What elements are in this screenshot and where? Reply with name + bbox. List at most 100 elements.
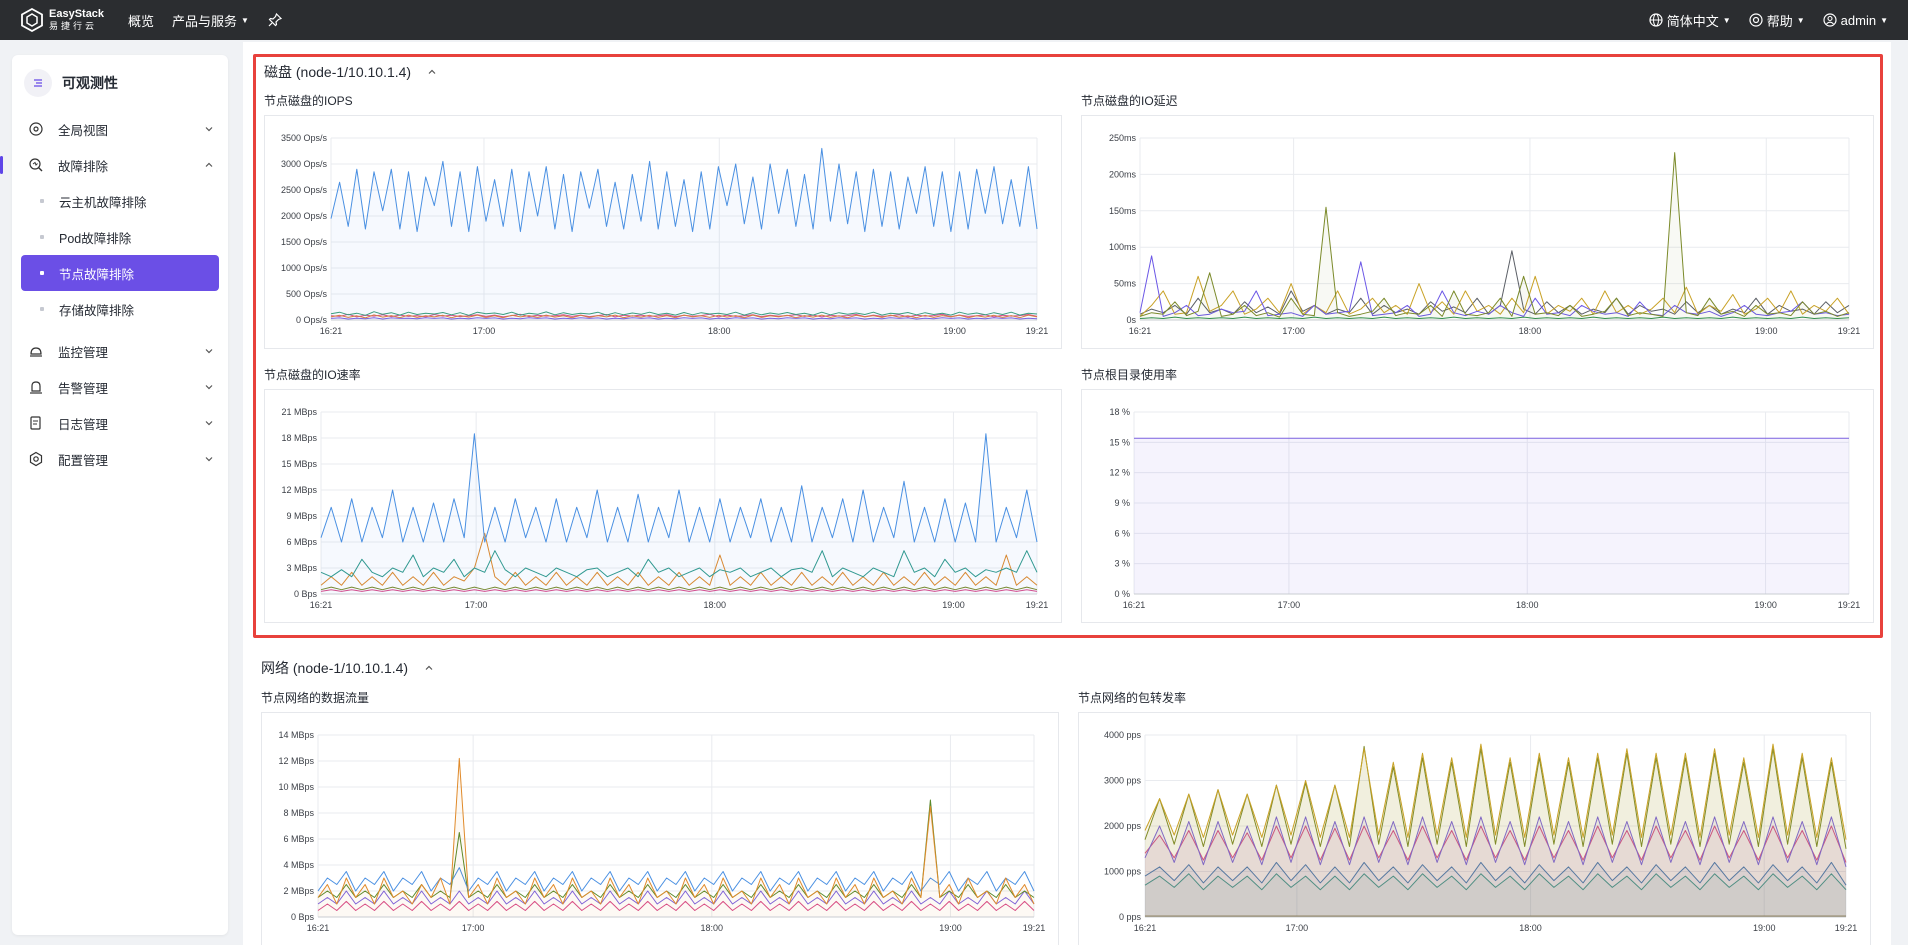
sidebar-item-label: 告警管理 xyxy=(58,381,109,396)
sidebar-item-global-view[interactable]: 全局视图 xyxy=(12,111,228,147)
series-area xyxy=(321,433,1037,594)
sidebar-header: 可观测性 xyxy=(12,55,228,111)
chart-title: 节点根目录使用率 xyxy=(1081,368,1178,382)
disk-section: 磁盘 (node-1/10.10.1.4) 节点磁盘的IOPS 0 Ops/s 5… xyxy=(253,54,1883,638)
series-line xyxy=(317,757,1035,905)
x-tick-label: 19:00 xyxy=(1753,923,1776,933)
series-line xyxy=(1144,861,1847,886)
help-icon xyxy=(1749,13,1763,27)
chart-io-latency: 0s 50ms 100ms 150ms 200ms 250ms 16:21 17:00 18:0… xyxy=(1081,115,1874,349)
bullet-icon xyxy=(40,307,44,311)
y-tick-label: 12 MBps xyxy=(278,756,314,766)
y-tick-label: 4 MBps xyxy=(283,860,314,870)
user-menu[interactable]: admin ▼ xyxy=(1823,13,1888,28)
series-line xyxy=(317,900,1035,911)
x-tick-label: 19:21 xyxy=(1026,600,1049,610)
caret-down-icon: ▼ xyxy=(1880,15,1888,25)
section-header[interactable]: 磁盘 (node-1/10.10.1.4) xyxy=(264,62,437,82)
series-line xyxy=(320,550,1038,578)
series-area xyxy=(1134,438,1849,594)
x-tick-label: 16:21 xyxy=(1123,600,1146,610)
chart-io-rate: 0 Bps 3 MBps 6 MBps 9 MBps 12 MBps 15 MBps 18 … xyxy=(264,389,1062,623)
menu-list-icon[interactable] xyxy=(24,69,52,97)
chevron-up-icon xyxy=(205,162,213,167)
sidebar-item-troubleshooting[interactable]: 故障排除 xyxy=(0,147,228,183)
pin-icon[interactable] xyxy=(267,12,283,28)
y-tick-label: 1000 Ops/s xyxy=(281,263,328,273)
series-line xyxy=(317,799,1035,898)
series-line xyxy=(1144,745,1847,849)
series-area xyxy=(1140,152,1849,320)
chevron-down-icon xyxy=(205,385,213,390)
y-tick-label: 12 % xyxy=(1109,468,1130,478)
y-tick-label: 2 MBps xyxy=(283,886,314,896)
series-line xyxy=(320,589,1038,592)
y-tick-label: 15 MBps xyxy=(281,459,317,469)
sidebar-item-monitoring[interactable]: 监控管理 xyxy=(12,333,228,369)
series-area xyxy=(1145,816,1846,917)
sidebar-item-config[interactable]: 配置管理 xyxy=(12,441,228,477)
collapse-chevron-up-icon[interactable] xyxy=(424,663,434,673)
series-area xyxy=(318,758,1034,917)
series-line xyxy=(1144,825,1847,863)
y-tick-label: 0 Bps xyxy=(294,589,318,599)
x-tick-label: 17:00 xyxy=(1286,923,1309,933)
x-tick-label: 19:00 xyxy=(1754,600,1777,610)
y-tick-label: 200ms xyxy=(1109,169,1137,179)
x-tick-label: 18:00 xyxy=(708,326,731,336)
x-tick-label: 16:21 xyxy=(307,923,330,933)
series-line xyxy=(1139,255,1850,317)
sidebar-subitem-node-troubleshooting[interactable]: 节点故障排除 xyxy=(21,255,219,291)
x-tick-label: 17:00 xyxy=(1282,326,1305,336)
chart-iops: 0 Ops/s 500 Ops/s 1000 Ops/s 1500 Ops/s 2000… xyxy=(264,115,1062,349)
x-tick-label: 19:21 xyxy=(1026,326,1049,336)
user-label: admin xyxy=(1840,12,1877,28)
sidebar-subitem-label: Pod故障排除 xyxy=(59,231,132,246)
y-tick-label: 3 MBps xyxy=(286,563,317,573)
chart-title: 节点磁盘的IO速率 xyxy=(264,368,361,382)
sidebar-item-alarms[interactable]: 告警管理 xyxy=(12,369,228,405)
sidebar-subitem-vm-troubleshooting[interactable]: 云主机故障排除 xyxy=(21,183,219,219)
help-menu[interactable]: 帮助 ▼ xyxy=(1749,11,1805,30)
section-header[interactable]: 网络 (node-1/10.10.1.4) xyxy=(261,658,434,678)
sidebar-subitem-label: 节点故障排除 xyxy=(59,267,135,282)
x-tick-label: 16:21 xyxy=(1134,923,1157,933)
x-tick-label: 16:21 xyxy=(310,600,333,610)
series-area xyxy=(1145,744,1846,917)
alarm-icon xyxy=(30,381,42,394)
y-tick-label: 0s xyxy=(1126,315,1136,325)
y-tick-label: 21 MBps xyxy=(281,407,317,417)
series-area xyxy=(1145,826,1846,917)
brand-logo[interactable]: EasyStack 易捷行云 xyxy=(20,8,110,32)
y-tick-label: 18 % xyxy=(1109,407,1130,417)
caret-down-icon: ▼ xyxy=(1722,15,1731,25)
y-tick-label: 1000 pps xyxy=(1104,867,1142,877)
x-tick-label: 18:00 xyxy=(1516,600,1539,610)
language-selector[interactable]: 简体中文 ▼ xyxy=(1649,11,1731,30)
sidebar-subitem-storage-troubleshooting[interactable]: 存储故障排除 xyxy=(21,291,219,327)
sidebar-subitem-pod-troubleshooting[interactable]: Pod故障排除 xyxy=(21,219,219,255)
chevron-down-icon xyxy=(205,349,213,354)
series-line xyxy=(330,311,1038,316)
x-tick-label: 17:00 xyxy=(473,326,496,336)
series-line xyxy=(320,433,1038,543)
chevron-down-icon xyxy=(205,421,213,426)
logo-text-en: EasyStack xyxy=(49,8,105,20)
y-tick-label: 3 % xyxy=(1114,559,1130,569)
x-tick-label: 18:00 xyxy=(704,600,727,610)
nav-products-services[interactable]: 产品与服务 ▼ xyxy=(172,11,249,30)
collapse-chevron-up-icon[interactable] xyxy=(427,67,437,77)
sidebar-item-label: 全局视图 xyxy=(58,123,109,138)
series-line xyxy=(330,147,1038,233)
disk-section-title: 磁盘 (node-1/10.10.1.4) xyxy=(264,64,412,80)
x-tick-label: 19:21 xyxy=(1835,923,1858,933)
bullet-icon xyxy=(40,271,44,275)
y-tick-label: 12 MBps xyxy=(281,485,317,495)
series-line xyxy=(317,867,1035,892)
nav-overview[interactable]: 概览 xyxy=(128,11,154,30)
sidebar-item-logs[interactable]: 日志管理 xyxy=(12,405,228,441)
y-tick-label: 9 % xyxy=(1114,498,1130,508)
language-label: 简体中文 xyxy=(1666,13,1719,29)
logo-icon xyxy=(21,8,43,32)
x-tick-label: 17:00 xyxy=(462,923,485,933)
